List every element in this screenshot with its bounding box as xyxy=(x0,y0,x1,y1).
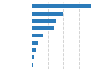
Bar xyxy=(32,41,38,45)
Bar xyxy=(32,4,91,8)
Bar xyxy=(32,12,63,16)
Bar xyxy=(32,48,36,52)
Bar xyxy=(32,34,42,37)
Bar xyxy=(32,19,56,23)
Bar xyxy=(32,55,34,59)
Bar xyxy=(32,63,33,67)
Bar xyxy=(32,26,54,30)
